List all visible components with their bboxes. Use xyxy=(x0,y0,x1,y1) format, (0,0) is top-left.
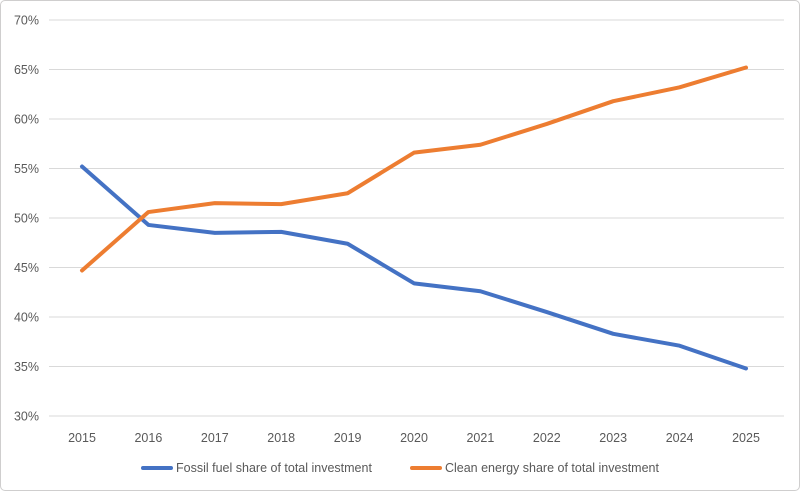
line-chart-plot-area: 30% 35% 40% 45% 50% 55% 60% 65% 70% 2015 2016 2017 2… xyxy=(14,14,784,445)
legend-item-fossil-fuel: Fossil fuel share of total investment xyxy=(141,461,372,475)
chart-legend: Fossil fuel share of total investment Cl… xyxy=(1,461,799,475)
legend-line-swatch-fossil-fuel xyxy=(141,466,174,470)
y-axis-tick-label: 40% xyxy=(14,311,39,325)
series-line-fossil-fuel xyxy=(80,164,748,371)
legend-line-swatch-clean-energy xyxy=(409,466,442,470)
x-axis-tick-label: 2019 xyxy=(334,431,362,445)
x-axis-tick-label: 2022 xyxy=(533,431,561,445)
legend-item-clean-energy: Clean energy share of total investment xyxy=(409,461,659,475)
x-axis-tick-label: 2023 xyxy=(599,431,627,445)
y-axis-tick-label: 55% xyxy=(14,162,39,176)
legend-label-fossil-fuel: Fossil fuel share of total investment xyxy=(176,461,372,475)
y-axis-tick-label: 50% xyxy=(14,212,39,226)
y-axis-tick-label: 30% xyxy=(14,410,39,424)
y-axis-tick-label: 65% xyxy=(14,63,39,77)
y-axis-tick-label: 45% xyxy=(14,261,39,275)
x-axis-tick-label: 2024 xyxy=(666,431,694,445)
x-axis-tick-label: 2025 xyxy=(732,431,760,445)
legend-label-clean-energy: Clean energy share of total investment xyxy=(444,461,659,475)
x-axis-tick-label: 2016 xyxy=(134,431,162,445)
x-axis-tick-label: 2017 xyxy=(201,431,229,445)
y-axis-tick-label: 35% xyxy=(14,360,39,374)
x-axis-tick-label: 2015 xyxy=(68,431,96,445)
series-line-clean-energy xyxy=(80,65,748,273)
x-axis-tick-label: 2021 xyxy=(466,431,494,445)
x-axis-tick-label: 2018 xyxy=(267,431,295,445)
x-axis-tick-label: 2020 xyxy=(400,431,428,445)
y-axis-tick-label: 70% xyxy=(14,14,39,28)
y-axis-tick-label: 60% xyxy=(14,113,39,127)
